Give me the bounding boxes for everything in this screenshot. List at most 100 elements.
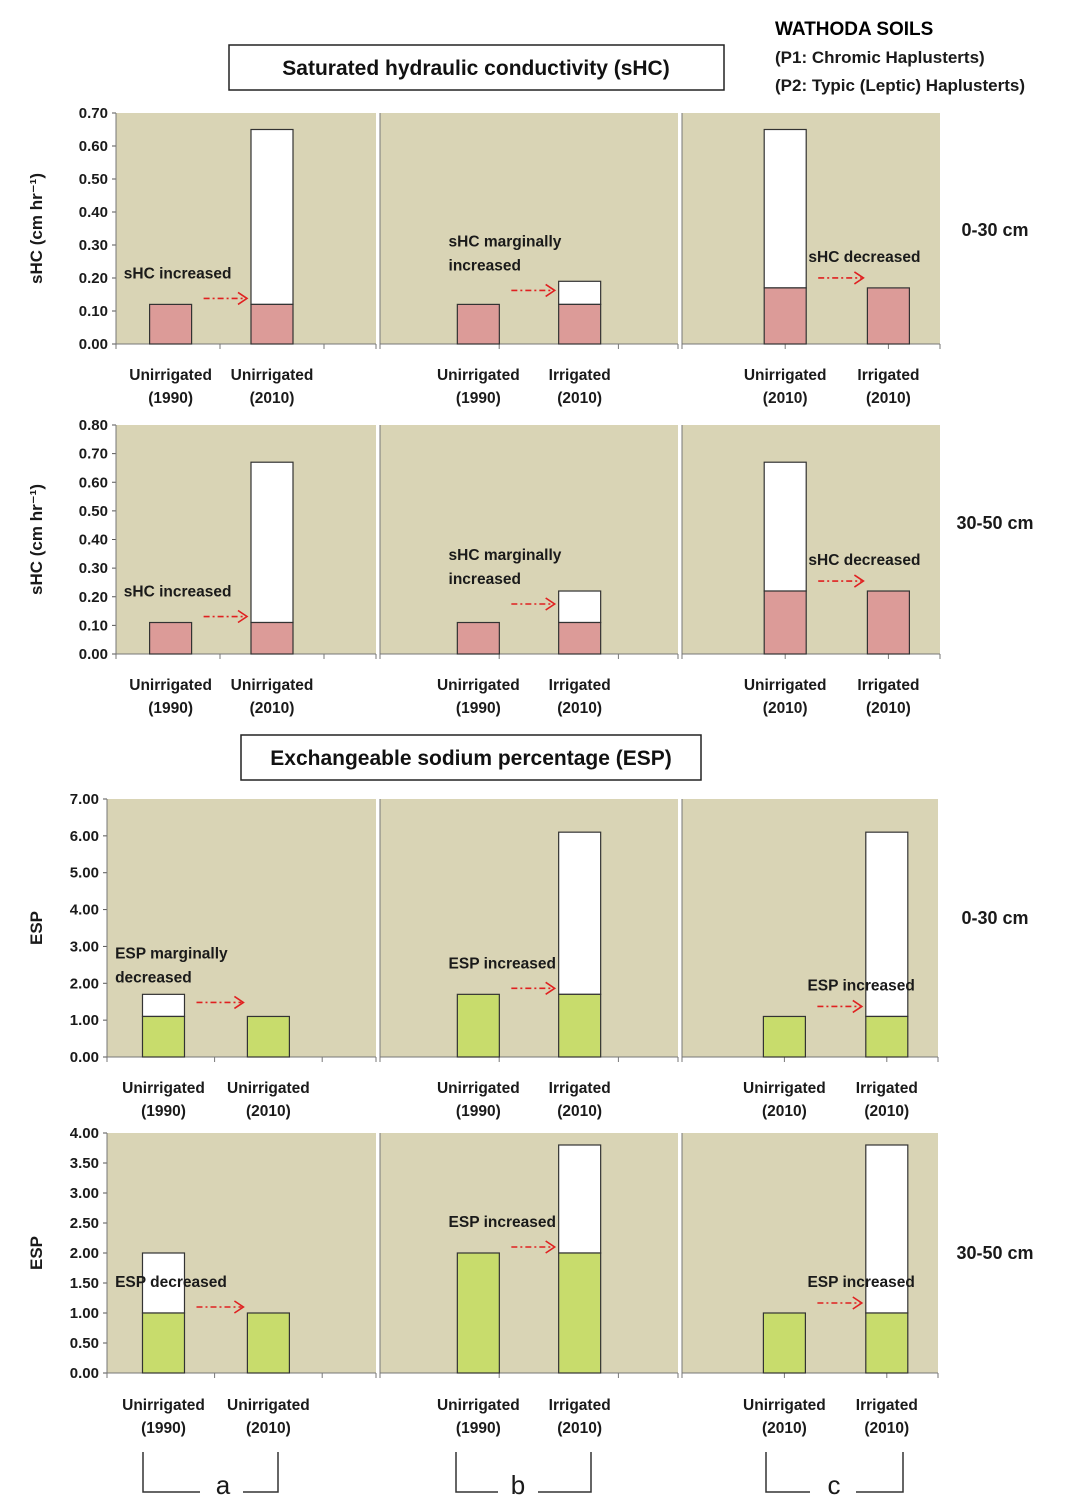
- y-tick-label: 7.00: [70, 791, 99, 808]
- y-tick-label: 0.00: [79, 336, 108, 353]
- category-label: Irrigated: [549, 1397, 611, 1414]
- bar-base-segment: [866, 590, 911, 655]
- y-tick-label: 0.10: [79, 303, 108, 320]
- trend-arrow-head: [237, 609, 249, 624]
- y-tick-label: 0.20: [79, 589, 108, 606]
- plot-area: [380, 113, 678, 344]
- bar-increment-segment: [250, 128, 294, 305]
- trend-arrow-head: [852, 1296, 864, 1310]
- bar-increment-segment: [558, 1144, 602, 1254]
- category-label: Unirrigated: [437, 367, 520, 384]
- bar-increment-segment: [763, 461, 807, 592]
- esp-title-box: [240, 734, 702, 781]
- y-tick-label: 0.50: [70, 1335, 99, 1352]
- bar-increment-segment: [141, 993, 186, 1018]
- category-label: Unirrigated: [122, 1080, 205, 1097]
- bar-base-segment: [246, 1312, 290, 1374]
- shc-title-box: [228, 44, 725, 91]
- trend-arrow-head: [233, 995, 245, 1010]
- trend-arrow-head: [545, 981, 557, 996]
- category-year-label: (2010): [763, 700, 808, 717]
- y-tick-label: 0.10: [79, 617, 108, 634]
- y-tick-label: 0.50: [79, 171, 108, 188]
- y-tick-label: 3.00: [70, 938, 99, 955]
- category-year-label: (2010): [250, 390, 295, 407]
- category-year-label: (2010): [866, 700, 911, 717]
- category-label: Unirrigated: [744, 367, 827, 384]
- panel-c: Unirrigated (2010) Irrigated (2010) sHC decr…: [681, 113, 941, 407]
- category-label: Irrigated: [856, 1397, 918, 1414]
- bar-increment-segment: [865, 831, 909, 1018]
- bar-base-segment: [141, 1015, 186, 1058]
- y-tick-label: 0.20: [79, 270, 108, 287]
- category-label: Unirrigated: [231, 367, 314, 384]
- bar-base-segment: [456, 993, 500, 1058]
- category-year-label: (2010): [866, 390, 911, 407]
- annotation-text: ESP increased: [807, 1274, 914, 1291]
- bar-base-segment: [250, 303, 294, 345]
- y-tick-label: 0.00: [70, 1365, 99, 1382]
- category-year-label: (2010): [557, 390, 602, 407]
- category-label: Unirrigated: [743, 1397, 826, 1414]
- legend-line-p2: (P2: Typic (Leptic) Haplusterts): [775, 76, 1025, 95]
- annotation-text: ESP decreased: [115, 1274, 227, 1291]
- category-label: Unirrigated: [437, 677, 520, 694]
- shc-section-title: Saturated hydraulic conductivity (sHC): [282, 57, 669, 80]
- category-year-label: (1990): [141, 1420, 186, 1437]
- depth-label: 0-30 cm: [961, 908, 1028, 928]
- depth-label: 0-30 cm: [961, 220, 1028, 240]
- bar-base-segment: [149, 621, 193, 655]
- y-tick-label: 1.50: [70, 1275, 99, 1292]
- y-tick-label: 0.60: [79, 474, 108, 491]
- y-tick-label: 0.40: [79, 204, 108, 221]
- y-tick-label: 4.00: [70, 1125, 99, 1142]
- panel-c: Unirrigated (2010) Irrigated (2010) ESP incr…: [681, 799, 939, 1120]
- annotation-text: ESP increased: [807, 977, 914, 994]
- trend-arrow-head: [233, 1300, 245, 1314]
- panel-b: Unirrigated (1990) Irrigated (2010) sHC marg…: [379, 425, 679, 717]
- category-year-label: (2010): [763, 390, 808, 407]
- category-label: Unirrigated: [744, 677, 827, 694]
- bar-base-segment: [456, 1252, 500, 1374]
- trend-arrow-head: [852, 999, 864, 1014]
- plot-area: [116, 425, 376, 654]
- bar-base-segment: [246, 1015, 290, 1058]
- y-tick-label: 0.50: [79, 503, 108, 520]
- bar-increment-segment: [865, 1144, 909, 1314]
- category-year-label: (2010): [557, 1420, 602, 1437]
- bar-base-segment: [558, 621, 602, 655]
- y-tick-label: 1.00: [70, 1305, 99, 1322]
- bar-base-segment: [865, 1015, 909, 1058]
- category-year-label: (1990): [456, 390, 501, 407]
- annotation-text: ESP marginally: [115, 945, 228, 962]
- brand-title: WATHODA SOILS: [775, 19, 933, 40]
- panel-a: Unirrigated (1990) Unirrigated (2010) sHC in…: [115, 425, 377, 717]
- annotation-text: sHC decreased: [808, 552, 920, 569]
- y-tick-label: 0.30: [79, 560, 108, 577]
- y-tick-label: 3.50: [70, 1155, 99, 1172]
- category-label: Irrigated: [549, 367, 611, 384]
- bar-base-segment: [250, 621, 294, 655]
- bar-base-segment: [558, 303, 602, 345]
- trend-arrow-head: [237, 291, 249, 306]
- chart-row-1: sHC (cm hr⁻¹) 0-30 cm 0.00 0.10 0.20 0.30 0.40…: [27, 105, 1029, 407]
- group-label-b: b: [511, 1470, 525, 1496]
- category-year-label: (2010): [246, 1420, 291, 1437]
- y-tick-label: 0.40: [79, 532, 108, 549]
- y-tick-label: 2.50: [70, 1215, 99, 1232]
- y-tick-label: 0.80: [79, 417, 108, 434]
- annotation-text: decreased: [115, 969, 192, 986]
- plot-area: [380, 1133, 678, 1373]
- bar-base-segment: [762, 1015, 807, 1058]
- panel-c: Unirrigated (2010) Irrigated (2010) sHC decr…: [681, 425, 941, 717]
- annotation-text: sHC increased: [124, 265, 232, 282]
- annotation-text: sHC increased: [124, 584, 232, 601]
- bar-increment-segment: [558, 590, 602, 624]
- bar-base-segment: [456, 621, 500, 655]
- category-year-label: (2010): [762, 1420, 807, 1437]
- category-year-label: (2010): [557, 700, 602, 717]
- chart-row-4: ESP 30-50 cm 0.00 0.50 1.00 1.50 2.00 2.50 3.00 3…: [27, 1125, 1034, 1437]
- y-tick-label: 0.30: [79, 237, 108, 254]
- bar-base-segment: [866, 287, 911, 345]
- y-tick-label: 3.00: [70, 1185, 99, 1202]
